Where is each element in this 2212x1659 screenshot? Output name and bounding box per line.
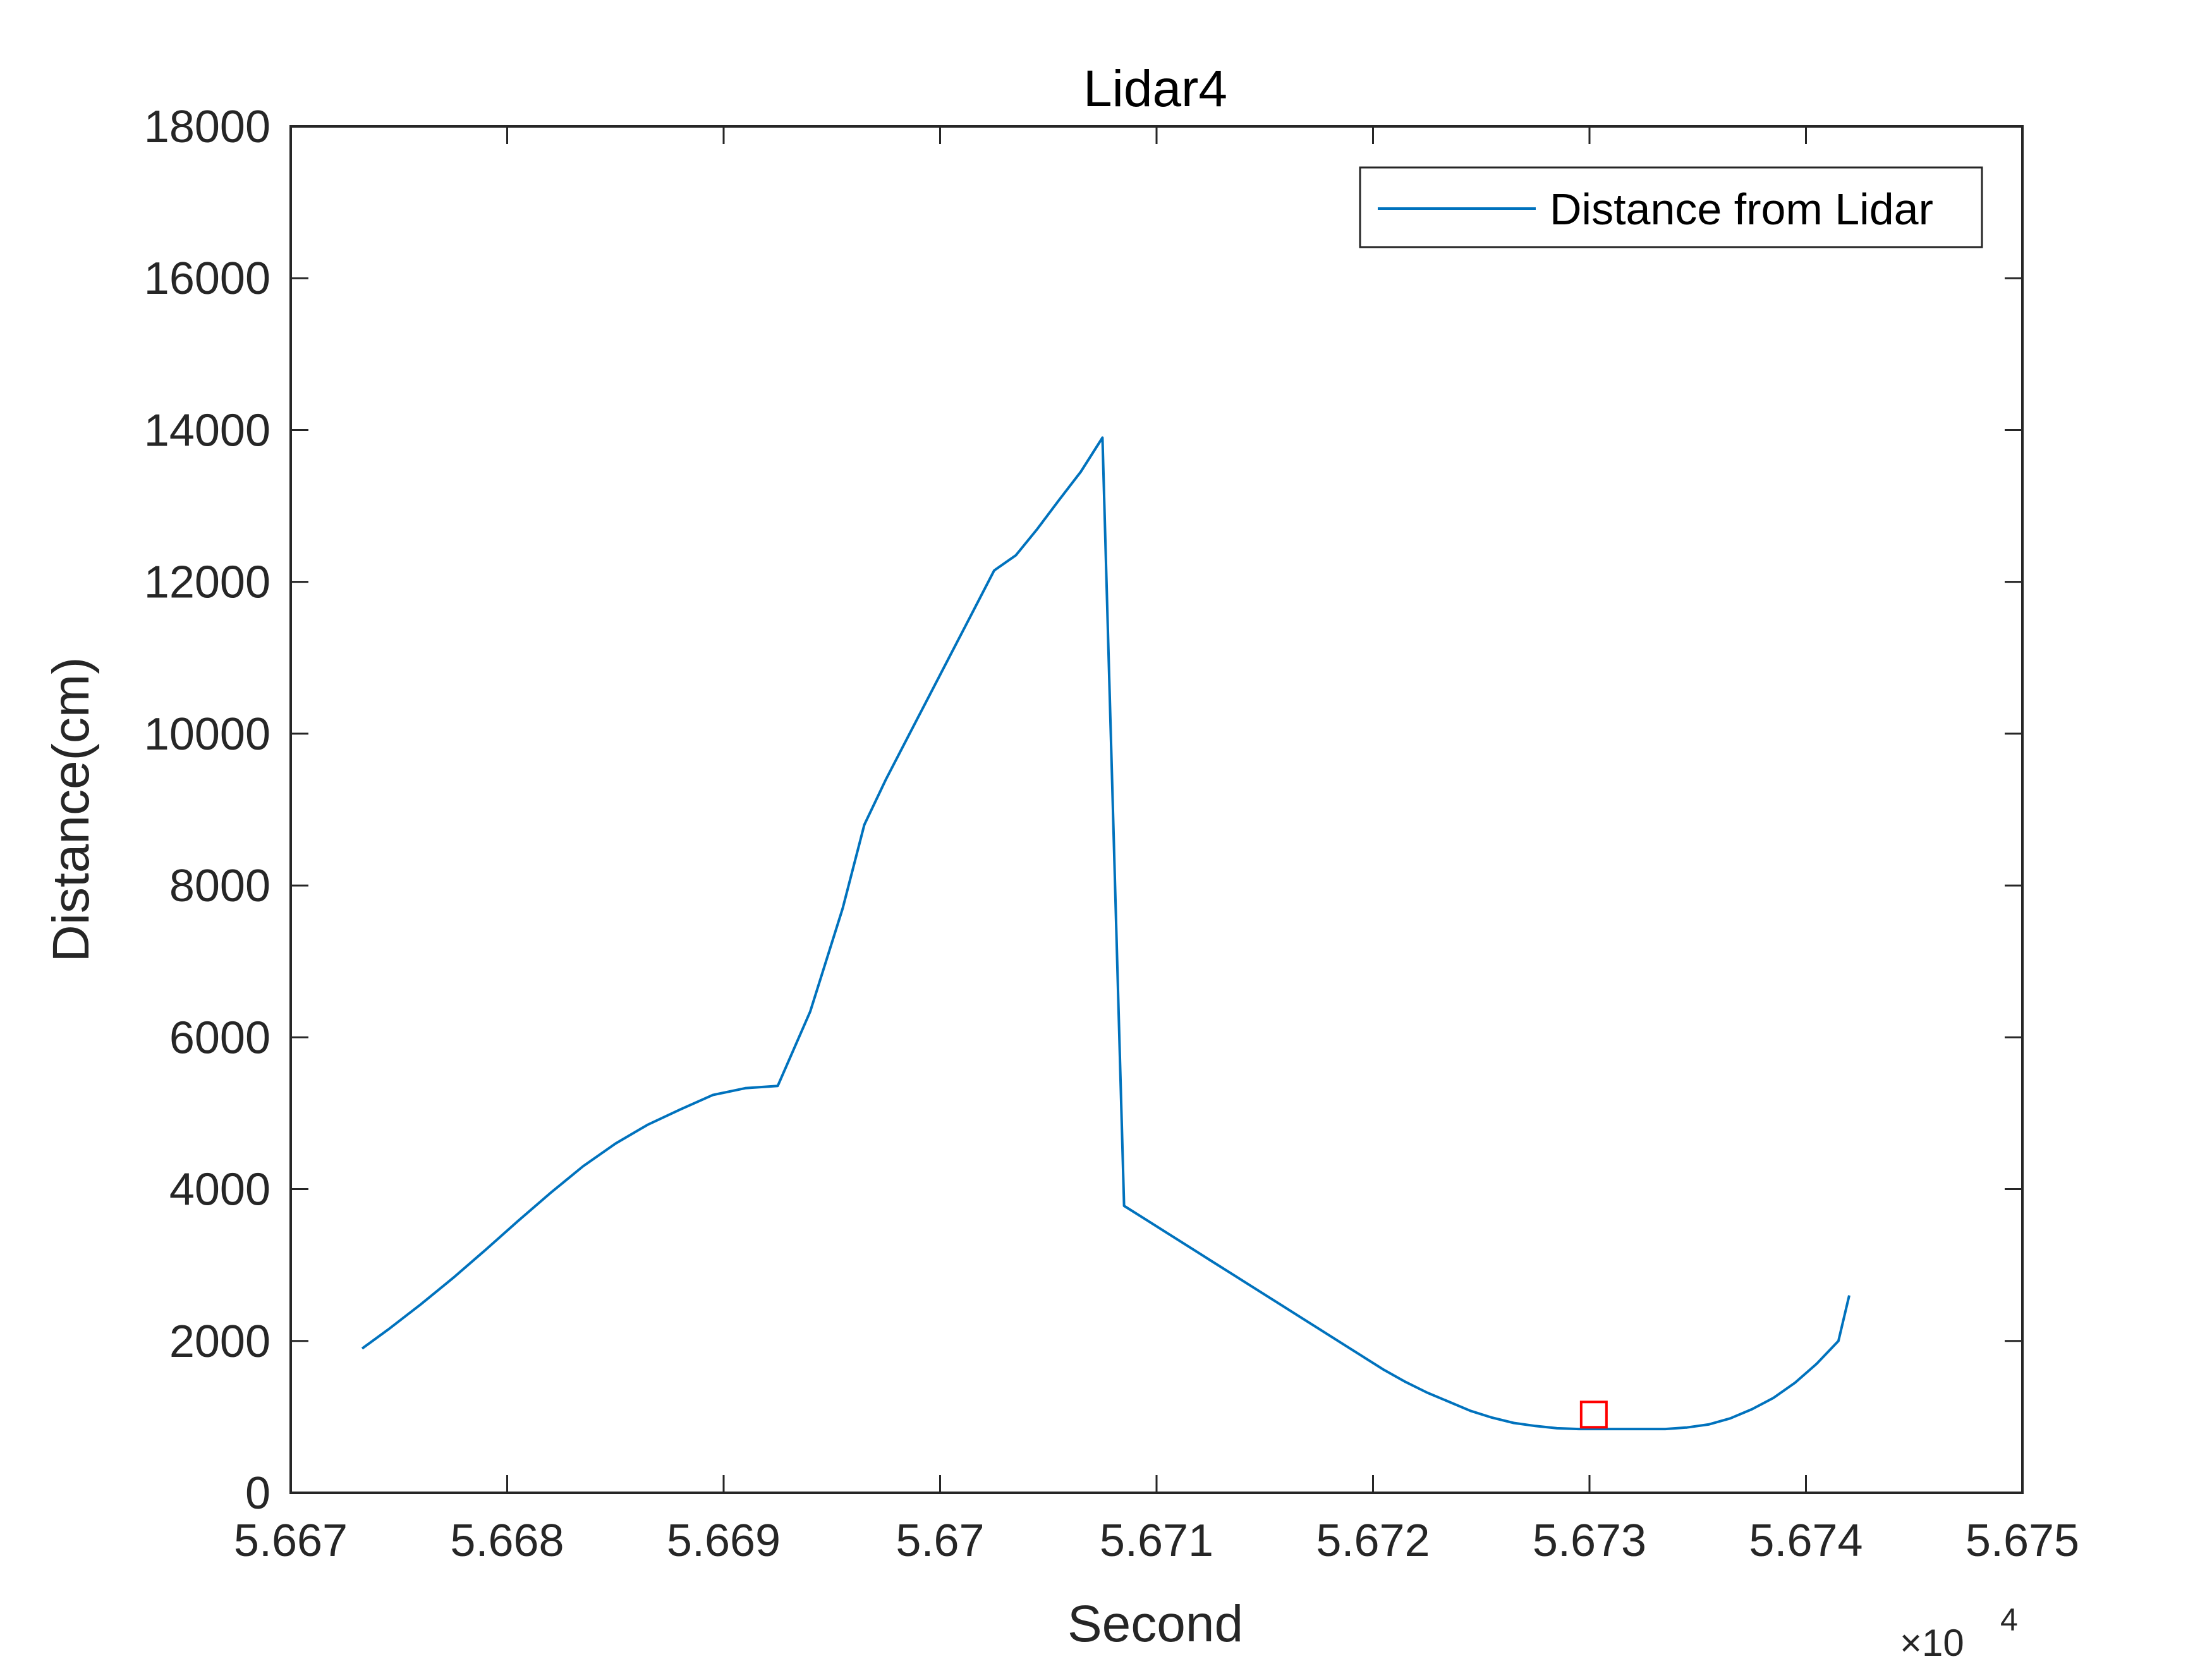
y-tick-label: 10000 <box>144 709 270 760</box>
x-tick-label: 5.672 <box>1316 1516 1430 1566</box>
x-tick-label: 5.667 <box>234 1516 348 1566</box>
y-tick-label: 2000 <box>169 1316 270 1367</box>
x-exponent-power: 4 <box>2000 1602 2018 1638</box>
x-axis-label: Second <box>1067 1595 1243 1653</box>
y-axis-label: Distance(cm) <box>42 657 100 963</box>
y-tick-label: 0 <box>245 1468 270 1519</box>
x-tick-label: 5.668 <box>450 1516 564 1566</box>
y-tick-label: 16000 <box>144 253 270 304</box>
y-axis-ticks: 0 2000 4000 6000 8000 10000 12000 14000 16000 180… <box>144 102 2022 1519</box>
series-layer <box>361 436 1850 1431</box>
x-tick-label: 5.674 <box>1749 1516 1863 1566</box>
plot-area: 5.667 5.668 5.669 5.67 5.671 5.672 5.673 5.674 5… <box>144 102 2079 1566</box>
x-tick-label: 5.671 <box>1100 1516 1213 1566</box>
x-tick-label: 5.669 <box>667 1516 781 1566</box>
legend-label: Distance from Lidar <box>1550 185 1933 234</box>
chart-title: Lidar4 <box>1083 60 1227 118</box>
highlight-marker <box>1579 1401 1608 1429</box>
marker-layer <box>1579 1401 1608 1429</box>
legend: Distance from Lidar <box>1359 166 1983 248</box>
x-tick-label: 5.67 <box>896 1516 984 1566</box>
y-tick-label: 4000 <box>169 1165 270 1215</box>
y-tick-label: 14000 <box>144 405 270 456</box>
x-exponent: ×10 4 <box>1900 1602 2018 1659</box>
series-line <box>361 436 1850 1431</box>
x-tick-label: 5.675 <box>1966 1516 2079 1566</box>
y-tick-label: 6000 <box>169 1012 270 1063</box>
x-tick-label: 5.673 <box>1533 1516 1646 1566</box>
y-tick-label: 18000 <box>144 102 270 152</box>
y-tick-label: 8000 <box>169 861 270 911</box>
x-exponent-label: ×10 <box>1900 1622 1964 1659</box>
axes-box <box>289 125 2024 1494</box>
y-tick-label: 12000 <box>144 557 270 608</box>
x-axis-ticks: 5.667 5.668 5.669 5.67 5.671 5.672 5.673 5.674 5… <box>234 126 2079 1566</box>
